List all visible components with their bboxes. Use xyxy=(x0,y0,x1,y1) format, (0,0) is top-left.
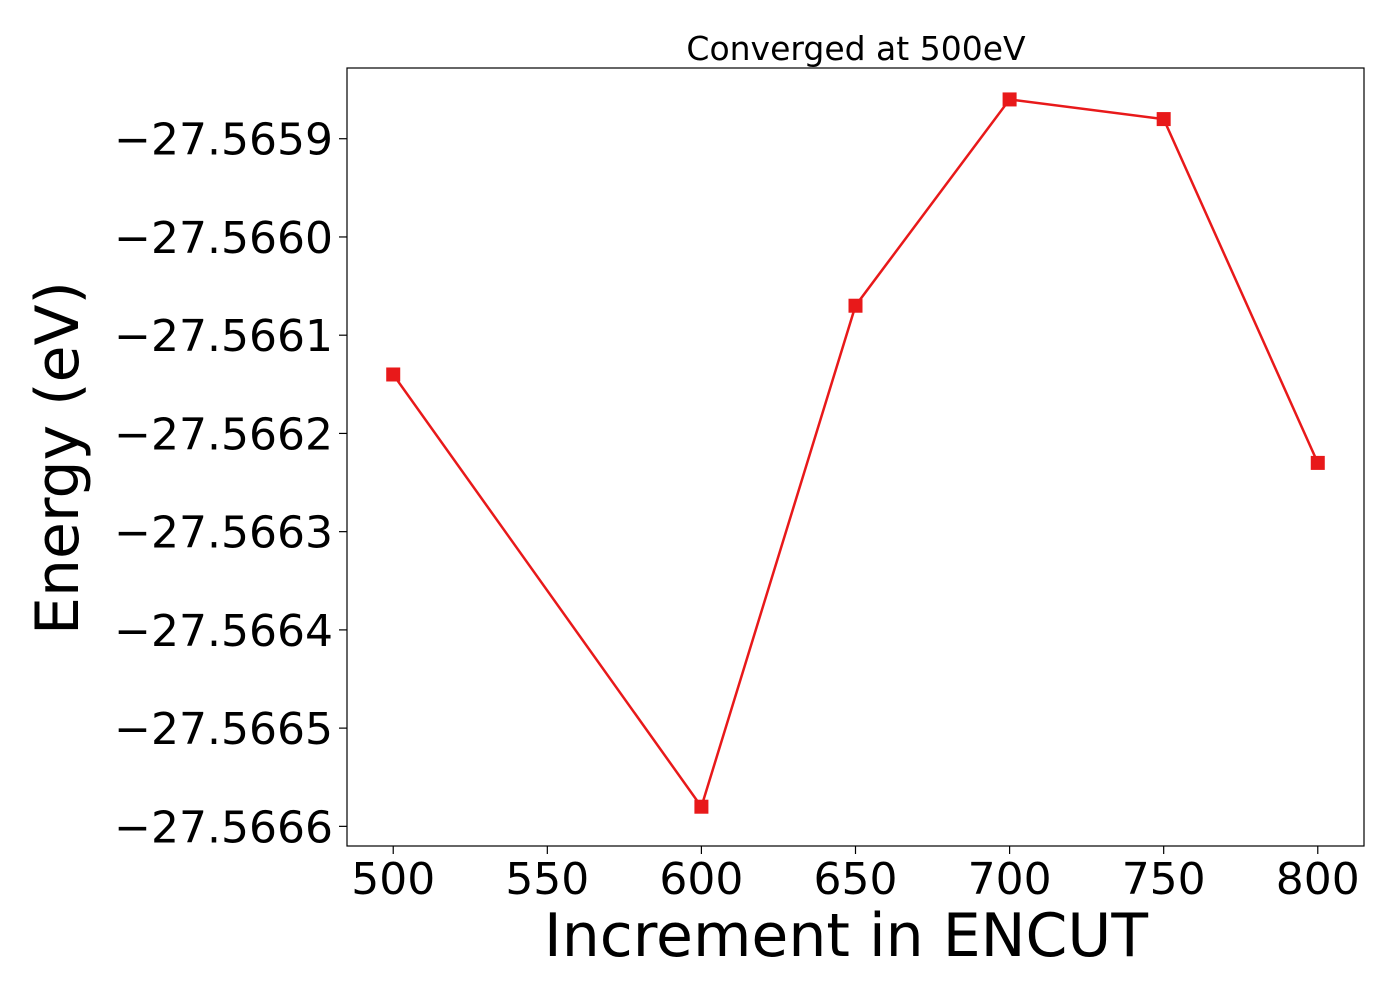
plot-frame xyxy=(346,67,1365,847)
y-tick-label: −27.5659 xyxy=(114,115,333,166)
data-point-marker xyxy=(848,298,863,313)
x-tick-label: 800 xyxy=(1276,854,1360,905)
data-point-marker xyxy=(694,799,709,814)
y-tick-label: −27.5660 xyxy=(114,213,333,264)
x-tick-label: 650 xyxy=(814,854,898,905)
x-axis-title: Increment in ENCUT xyxy=(544,901,1148,971)
y-tick-label: −27.5662 xyxy=(114,409,333,460)
y-tick-label: −27.5666 xyxy=(114,802,333,853)
data-point-marker xyxy=(1002,92,1017,107)
y-tick-label: −27.5661 xyxy=(114,311,333,362)
y-tick-label: −27.5663 xyxy=(114,508,333,559)
x-tick-label: 700 xyxy=(968,854,1052,905)
chart-title: Converged at 500eV xyxy=(686,29,1026,68)
data-point-marker xyxy=(386,367,401,382)
x-tick-label: 600 xyxy=(659,854,743,905)
y-tick-label: −27.5665 xyxy=(114,704,333,755)
energy-series-line xyxy=(392,98,1319,810)
x-tick-label: 500 xyxy=(351,854,435,905)
x-tick-label: 750 xyxy=(1122,854,1206,905)
data-point-marker xyxy=(1310,455,1325,470)
y-tick-label: −27.5664 xyxy=(114,606,333,657)
y-axis-title: Energy (eV) xyxy=(23,281,93,635)
data-point-marker xyxy=(1156,112,1171,127)
x-tick-label: 550 xyxy=(505,854,589,905)
